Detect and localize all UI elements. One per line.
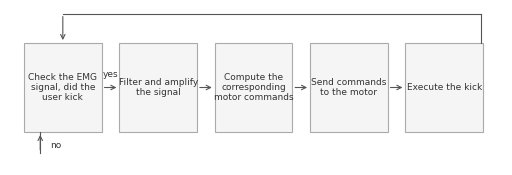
Text: Compute the
corresponding
motor commands: Compute the corresponding motor commands bbox=[214, 73, 293, 102]
Text: Check the EMG
signal, did the
user kick: Check the EMG signal, did the user kick bbox=[28, 73, 97, 102]
Bar bbox=[215, 43, 292, 132]
Text: yes: yes bbox=[103, 70, 118, 79]
Bar bbox=[119, 43, 197, 132]
Bar bbox=[406, 43, 483, 132]
Text: Send commands
to the motor: Send commands to the motor bbox=[311, 78, 387, 97]
Bar bbox=[310, 43, 388, 132]
Text: Execute the kick: Execute the kick bbox=[407, 83, 482, 92]
Text: Filter and amplify
the signal: Filter and amplify the signal bbox=[119, 78, 198, 97]
Text: no: no bbox=[50, 141, 61, 150]
Bar bbox=[24, 43, 102, 132]
